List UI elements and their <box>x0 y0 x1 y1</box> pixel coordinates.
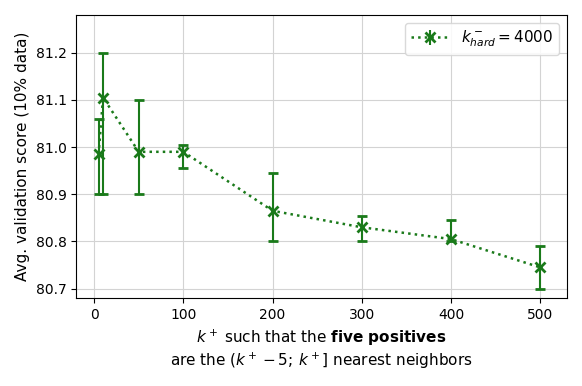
X-axis label: $k^+$ such that the $\mathbf{five\ positives}$
are the $(k^+ - 5;\, k^+]$ neares: $k^+$ such that the $\mathbf{five\ posit… <box>171 327 473 371</box>
Y-axis label: Avg. validation score (10% data): Avg. validation score (10% data) <box>15 32 30 281</box>
Legend: $k^-_{hard} = 4000$: $k^-_{hard} = 4000$ <box>404 23 559 55</box>
